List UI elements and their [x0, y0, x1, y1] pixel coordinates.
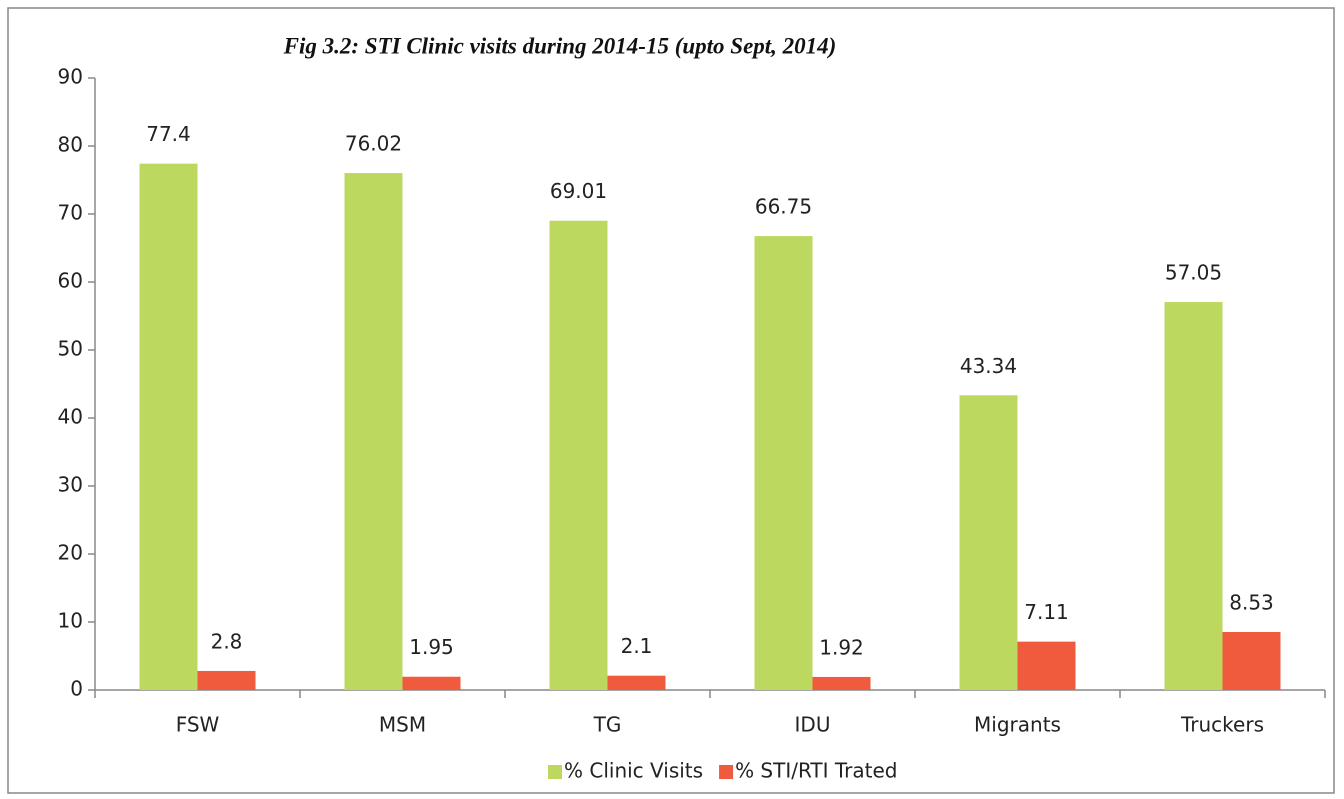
bar [344, 173, 403, 691]
x-tick-label: Migrants [974, 713, 1061, 737]
y-tick-label: 20 [58, 541, 83, 565]
data-label: 2.8 [211, 629, 243, 653]
x-tick-label: Truckers [1180, 713, 1264, 737]
data-label: 76.02 [345, 132, 402, 156]
data-label: 1.95 [409, 635, 454, 659]
data-label: 69.01 [550, 179, 607, 203]
x-tick-label: TG [593, 713, 622, 737]
legend-swatch [548, 765, 562, 779]
y-tick-label: 70 [58, 201, 83, 225]
chart-frame [7, 7, 1335, 794]
bar [549, 220, 608, 690]
data-label: 43.34 [960, 354, 1017, 378]
data-label: 77.4 [146, 122, 191, 146]
legend-label: % Clinic Visits [564, 759, 703, 783]
data-label: 8.53 [1229, 590, 1274, 614]
x-tick-label: FSW [176, 713, 220, 737]
bar [607, 675, 666, 690]
y-tick-label: 80 [58, 133, 83, 157]
data-label: 7.11 [1024, 600, 1069, 624]
bar [402, 676, 461, 690]
y-tick-label: 0 [70, 677, 83, 701]
y-tick-label: 40 [58, 405, 83, 429]
x-tick-label: IDU [795, 713, 831, 737]
y-tick-label: 50 [58, 337, 83, 361]
bar [959, 395, 1018, 690]
data-label: 2.1 [621, 634, 653, 658]
bar [812, 676, 871, 690]
bar [1222, 631, 1281, 690]
y-tick-label: 10 [58, 609, 83, 633]
bar [1164, 302, 1223, 690]
chart-title: Fig 3.2: STI Clinic visits during 2014-1… [283, 33, 837, 58]
bar [139, 163, 198, 690]
y-tick-label: 30 [58, 473, 83, 497]
bar [197, 670, 256, 690]
y-tick-label: 60 [58, 269, 83, 293]
x-tick-label: MSM [379, 713, 426, 737]
data-label: 1.92 [819, 635, 864, 659]
data-label: 66.75 [755, 195, 812, 219]
bar [1017, 641, 1076, 690]
data-label: 57.05 [1165, 261, 1222, 285]
legend-swatch [719, 765, 734, 779]
y-tick-label: 90 [58, 65, 83, 89]
legend-label: % STI/RTI Trated [735, 759, 897, 783]
bar [754, 236, 813, 690]
